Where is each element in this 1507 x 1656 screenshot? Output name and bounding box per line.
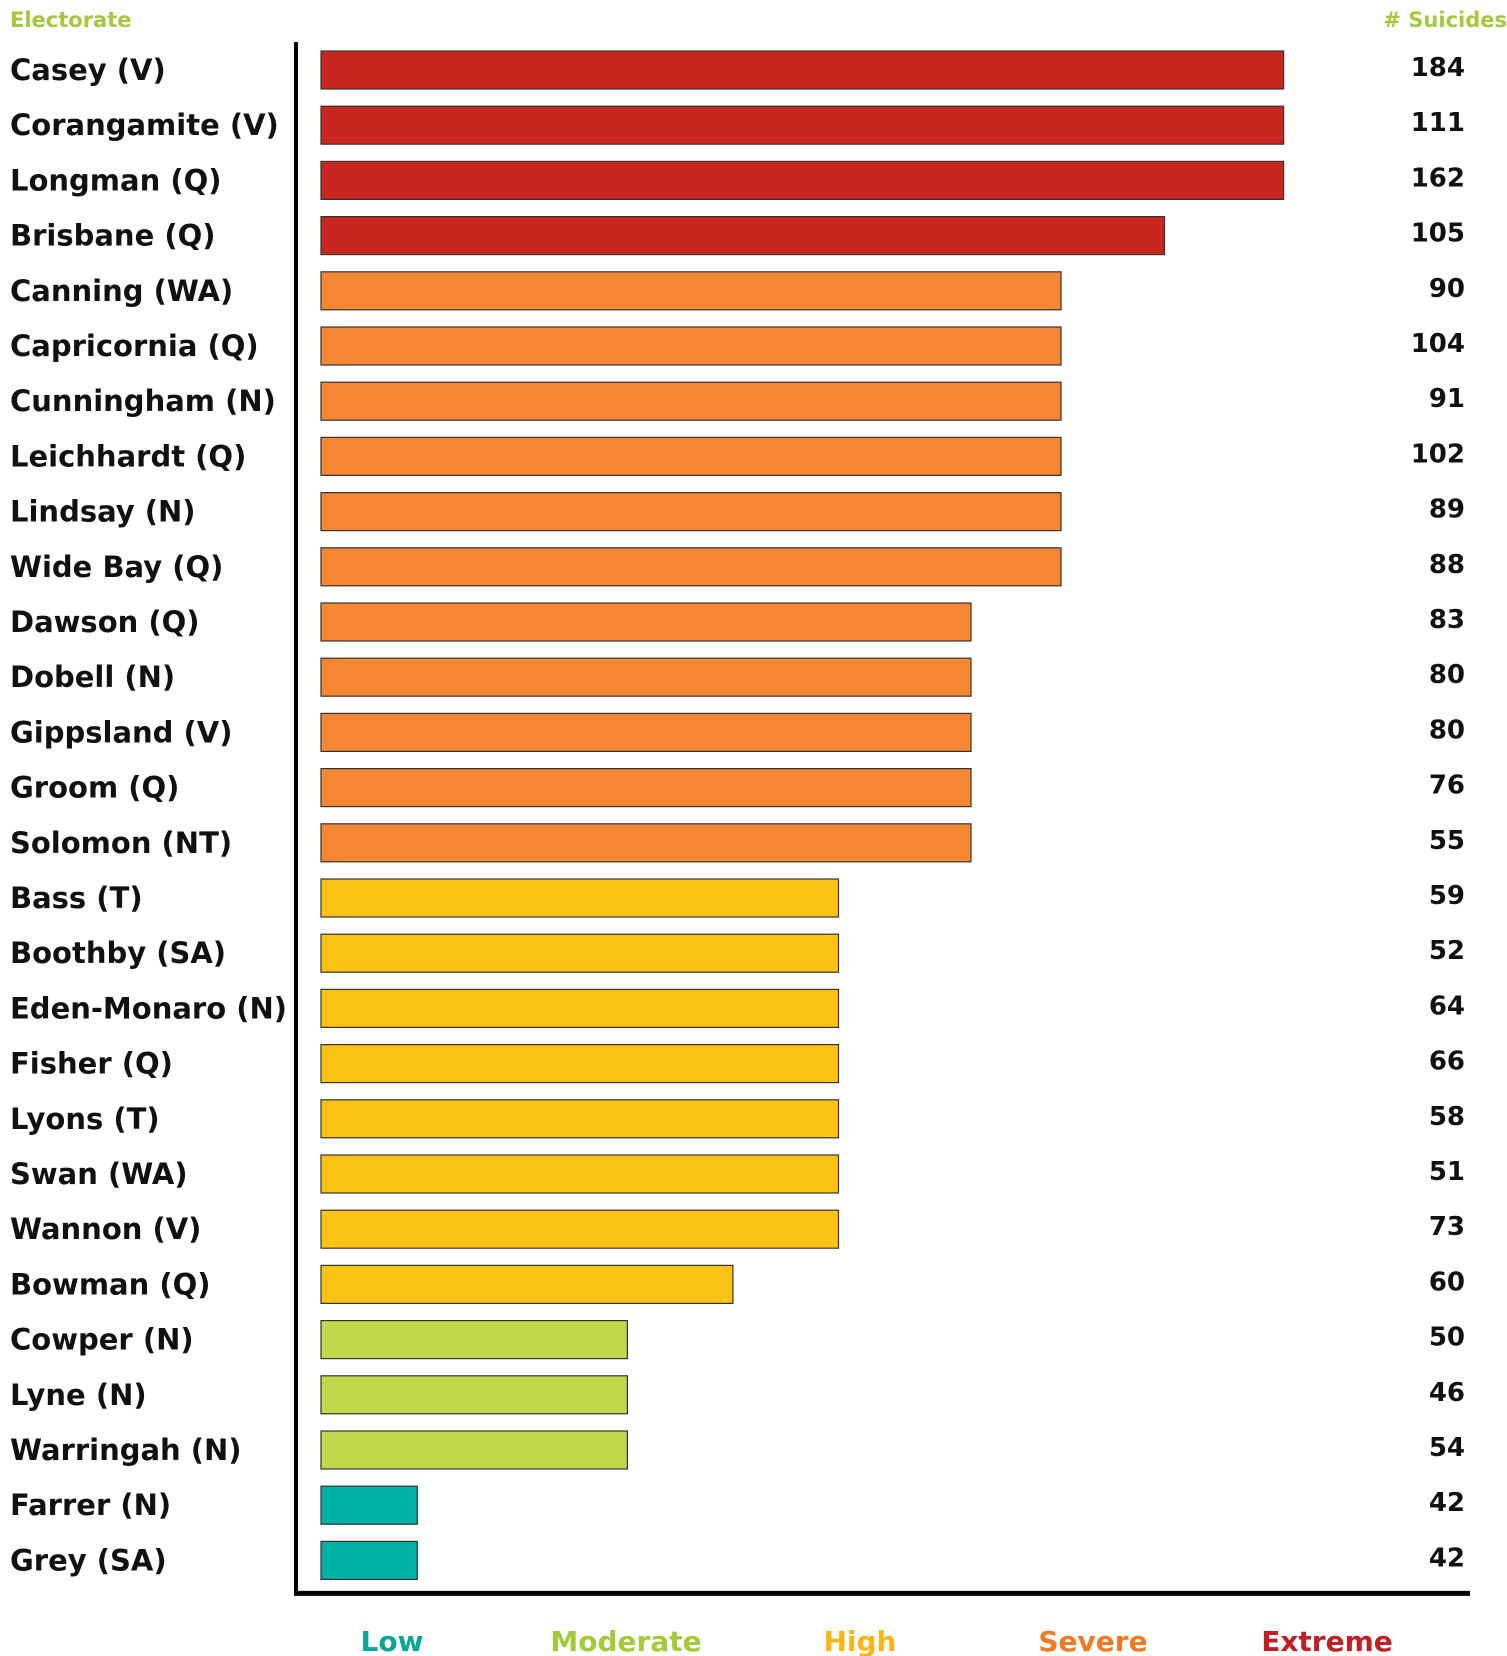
- risk-scale-legend: Low Moderate High Severe Extreme: [361, 1625, 1393, 1656]
- value-label: 83: [1429, 605, 1465, 635]
- value-label: 50: [1429, 1323, 1465, 1353]
- category-label: Wide Bay (Q): [10, 550, 223, 584]
- bars: [320, 50, 1285, 1581]
- bar-bowman-q: [320, 1264, 734, 1305]
- bar-casey-v: [320, 50, 1285, 90]
- category-label: Longman (Q): [10, 163, 222, 197]
- bar-farrer-n: [320, 1485, 418, 1525]
- value-label: 88: [1429, 550, 1465, 580]
- value-label: 102: [1411, 439, 1465, 469]
- bar-lyons-t: [320, 1099, 840, 1139]
- bar-bass-t: [320, 878, 840, 918]
- value-label: 184: [1411, 53, 1465, 83]
- category-label: Solomon (NT): [10, 826, 232, 860]
- value-labels: 184 111 162 105 90 104 91 102 89 88 83 80 80 76 55 59 52…: [1411, 53, 1465, 1573]
- bar-swan-wa: [320, 1154, 840, 1194]
- bar-dobell-n: [320, 657, 972, 697]
- value-label: 105: [1411, 219, 1465, 249]
- legend-low: Low: [361, 1625, 424, 1656]
- value-label: 58: [1429, 1102, 1465, 1132]
- category-label: Bowman (Q): [10, 1267, 211, 1301]
- bar-boothby-sa: [320, 933, 840, 973]
- bar-leichhardt-q: [320, 436, 1062, 476]
- category-label: Wannon (V): [10, 1212, 201, 1246]
- value-label: 80: [1429, 715, 1465, 745]
- bar-dawson-q: [320, 602, 972, 642]
- value-label: 162: [1411, 163, 1465, 193]
- bar-lindsay-n: [320, 492, 1062, 532]
- value-label: 76: [1429, 771, 1465, 801]
- electorate-column-header: Electorate: [10, 8, 132, 32]
- value-label: 60: [1429, 1267, 1465, 1297]
- bar-warringah-n: [320, 1430, 628, 1470]
- category-label: Farrer (N): [10, 1488, 171, 1522]
- category-label: Swan (WA): [10, 1157, 188, 1191]
- bar-wannon-v: [320, 1209, 840, 1249]
- category-label: Cunningham (N): [10, 384, 276, 418]
- bar-longman-q: [320, 160, 1285, 200]
- bar-cunningham-n: [320, 381, 1062, 421]
- bar-capricornia-q: [320, 326, 1062, 366]
- category-label: Capricornia (Q): [10, 329, 259, 363]
- category-label: Grey (SA): [10, 1543, 167, 1577]
- bar-cowper-n: [320, 1319, 628, 1360]
- value-label: 42: [1429, 1543, 1465, 1573]
- bar-gippsland-v: [320, 712, 972, 753]
- category-label: Canning (WA): [10, 274, 233, 308]
- category-label: Fisher (Q): [10, 1047, 173, 1081]
- legend-moderate: Moderate: [550, 1625, 701, 1656]
- category-label: Corangamite (V): [10, 108, 279, 142]
- value-label: 59: [1429, 881, 1465, 911]
- value-label: 89: [1429, 495, 1465, 525]
- bar-canning-wa: [320, 271, 1062, 311]
- category-label: Boothby (SA): [10, 936, 226, 970]
- category-label: Dawson (Q): [10, 605, 200, 639]
- category-label: Brisbane (Q): [10, 219, 216, 253]
- bar-wide-bay-q: [320, 547, 1062, 587]
- category-label: Lindsay (N): [10, 495, 196, 529]
- legend-extreme: Extreme: [1261, 1625, 1393, 1656]
- bar-solomon-nt: [320, 823, 972, 863]
- bar-brisbane-q: [320, 216, 1166, 256]
- category-label: Groom (Q): [10, 771, 179, 805]
- category-label: Bass (T): [10, 881, 143, 915]
- value-label: 111: [1411, 108, 1465, 138]
- value-label: 73: [1429, 1212, 1465, 1242]
- category-label: Dobell (N): [10, 660, 175, 694]
- bar-lyne-n: [320, 1375, 628, 1415]
- category-label: Eden-Monaro (N): [10, 991, 287, 1025]
- value-label: 54: [1429, 1433, 1465, 1463]
- category-label: Lyne (N): [10, 1378, 147, 1412]
- category-label: Casey (V): [10, 53, 166, 87]
- value-label: 52: [1429, 936, 1465, 966]
- category-label: Lyons (T): [10, 1102, 160, 1136]
- value-label: 51: [1429, 1157, 1465, 1187]
- legend-severe: Severe: [1038, 1625, 1147, 1656]
- value-label: 66: [1429, 1047, 1465, 1077]
- bar-grey-sa: [320, 1540, 418, 1581]
- value-label: 90: [1429, 274, 1465, 304]
- value-label: 80: [1429, 660, 1465, 690]
- legend-high: High: [823, 1625, 896, 1656]
- category-label: Leichhardt (Q): [10, 439, 246, 473]
- bar-groom-q: [320, 767, 972, 808]
- bar-fisher-q: [320, 1043, 840, 1084]
- category-label: Cowper (N): [10, 1323, 194, 1357]
- value-label: 104: [1411, 329, 1465, 359]
- category-label: Warringah (N): [10, 1433, 242, 1467]
- bar-corangamite-v: [320, 105, 1285, 145]
- bar-eden-monaro-n: [320, 988, 840, 1029]
- suicides-column-header: # Suicides: [1383, 8, 1507, 32]
- category-label: Gippsland (V): [10, 715, 232, 749]
- value-label: 64: [1429, 991, 1465, 1021]
- category-labels: Casey (V) Corangamite (V) Longman (Q) Brisb…: [10, 53, 287, 1577]
- value-label: 46: [1429, 1378, 1465, 1408]
- value-label: 91: [1429, 384, 1465, 414]
- value-label: 42: [1429, 1488, 1465, 1518]
- value-label: 55: [1429, 826, 1465, 856]
